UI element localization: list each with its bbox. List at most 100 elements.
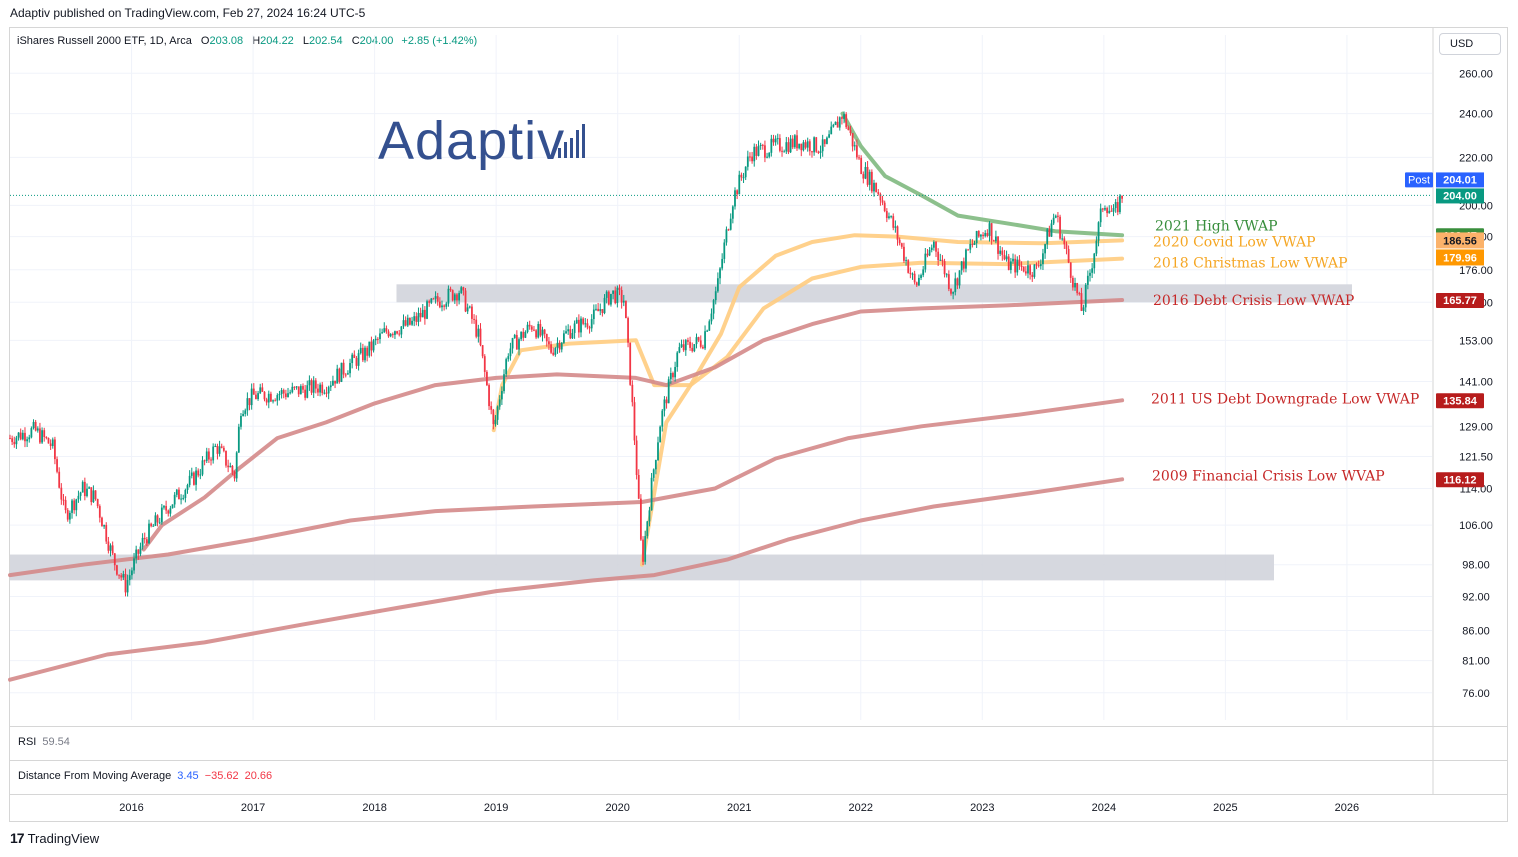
candle-body — [560, 342, 563, 350]
candle-body — [642, 539, 644, 562]
candle-body — [336, 368, 339, 384]
candle-body — [909, 272, 912, 274]
candle-body — [749, 156, 751, 158]
candle-body — [11, 438, 14, 442]
candle-body — [357, 353, 360, 366]
candle-body — [413, 316, 416, 321]
candle-body — [321, 384, 324, 394]
candle-body — [950, 289, 952, 294]
candle-body — [483, 356, 486, 372]
candle-body — [498, 399, 501, 407]
candle-body — [873, 182, 875, 192]
candle-body — [289, 392, 292, 394]
candle-body — [56, 459, 58, 472]
candle-body — [77, 495, 80, 500]
candle-body — [719, 268, 721, 279]
rsi-label: RSI — [18, 736, 37, 748]
candle-body — [796, 135, 798, 149]
candle-body — [141, 537, 144, 547]
candle-body — [98, 506, 101, 518]
chart-frame — [9, 27, 1508, 822]
candle-body — [789, 138, 792, 153]
candle-body — [415, 316, 418, 322]
candle-body — [1024, 271, 1027, 274]
label-2021-high: 2021 High VWAP — [1155, 218, 1278, 234]
candle-body — [1119, 195, 1121, 213]
tradingview-footer[interactable]: 17 TradingView — [10, 830, 99, 846]
candle-body — [479, 328, 482, 346]
candle-body — [1052, 217, 1055, 224]
candle-body — [68, 512, 71, 520]
candle-body — [592, 309, 595, 320]
candle-body — [86, 488, 88, 497]
candle-body — [875, 182, 878, 193]
candle-body — [332, 380, 334, 386]
candle-body — [1042, 253, 1044, 265]
candle-body — [879, 194, 882, 201]
candle-body — [505, 359, 508, 375]
debt2016-vwap-tag: 165.77 — [1443, 295, 1477, 307]
candle-body — [535, 330, 537, 338]
rsi-legend[interactable]: RSI 59.54 — [18, 736, 70, 748]
candle-body — [967, 249, 969, 251]
candle-body — [652, 469, 655, 478]
candle-body — [674, 367, 677, 378]
candle-body — [793, 135, 796, 148]
candle-body — [105, 525, 108, 542]
candle-body — [759, 144, 762, 146]
candle-body — [785, 142, 788, 152]
candle-body — [327, 387, 330, 394]
y-tick-label: 141.00 — [1459, 376, 1493, 388]
post-value-bg — [1436, 172, 1484, 188]
candle-body — [1046, 229, 1049, 245]
candle-body — [757, 145, 760, 156]
candle-body — [1044, 244, 1046, 254]
label-2016-debt: 2016 Debt Crisis Low VWAP — [1153, 293, 1354, 309]
candle-body — [774, 138, 777, 143]
candle-body — [714, 291, 717, 301]
candle-body — [823, 139, 826, 144]
candle-body — [430, 298, 433, 303]
candle-body — [449, 288, 452, 291]
candle-body — [342, 362, 345, 375]
candle-body — [364, 347, 366, 361]
y-tick-label: 106.00 — [1459, 520, 1493, 532]
candle-body — [969, 243, 972, 250]
label-2011-debt: 2011 US Debt Downgrade Low VWAP — [1151, 391, 1419, 407]
candle-body — [201, 460, 204, 475]
candle-body — [815, 137, 818, 152]
candle-body — [47, 438, 50, 444]
candle-body — [851, 133, 854, 147]
candle-body — [657, 442, 659, 461]
candle-body — [43, 430, 46, 438]
candle-body — [836, 121, 839, 128]
candle-body — [261, 387, 264, 392]
candle-body — [661, 410, 664, 427]
candle-body — [962, 261, 965, 269]
symbol-legend[interactable]: iShares Russell 2000 ETF, 1D, Arca O203.… — [17, 35, 477, 47]
x-tick-label: 2026 — [1335, 802, 1359, 814]
candle-body — [571, 333, 574, 339]
post-label-bg — [1405, 172, 1433, 188]
candle-body — [740, 174, 743, 178]
candle-body — [721, 258, 724, 269]
candle-body — [738, 174, 741, 195]
candle-body — [203, 460, 206, 462]
dma-legend[interactable]: Distance From Moving Average 3.45 −35.62 20… — [18, 770, 272, 782]
candle-body — [802, 142, 805, 151]
candle-body — [310, 380, 313, 393]
close-label: C — [351, 35, 360, 47]
currency-button[interactable]: USD — [1439, 33, 1501, 55]
candle-body — [885, 211, 888, 219]
candle-body — [255, 394, 257, 400]
candle-body — [575, 319, 578, 324]
candle-body — [90, 487, 93, 503]
candle-body — [631, 384, 634, 403]
y-tick-label: 121.50 — [1459, 451, 1493, 463]
candle-body — [379, 333, 381, 340]
low-value: 202.54 — [309, 35, 343, 47]
open-label: O — [200, 35, 210, 47]
candle-body — [165, 506, 168, 511]
candle-body — [689, 341, 691, 348]
